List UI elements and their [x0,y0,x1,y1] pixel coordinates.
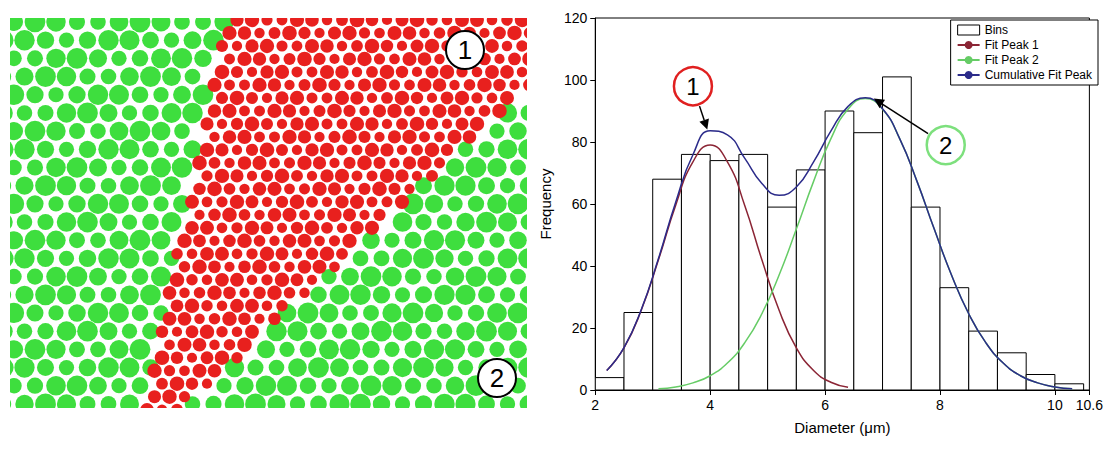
svg-text:2: 2 [490,363,504,393]
svg-text:10.6: 10.6 [1076,397,1103,413]
svg-text:Fit Peak 2: Fit Peak 2 [985,53,1039,67]
svg-text:20: 20 [572,320,588,336]
svg-text:Cumulative Fit Peak: Cumulative Fit Peak [985,68,1093,82]
svg-text:Diameter (μm): Diameter (μm) [794,419,890,436]
svg-text:1: 1 [686,73,699,100]
svg-text:40: 40 [572,258,588,274]
svg-text:0: 0 [579,382,587,398]
svg-text:Bins: Bins [985,23,1008,37]
svg-text:2: 2 [939,132,952,159]
svg-text:80: 80 [572,134,588,150]
svg-text:4: 4 [706,397,714,413]
svg-text:1: 1 [458,35,472,65]
svg-text:100: 100 [564,72,588,88]
svg-text:2: 2 [591,397,599,413]
svg-text:Frequency: Frequency [537,168,554,239]
svg-text:6: 6 [821,397,829,413]
svg-text:60: 60 [572,196,588,212]
svg-text:120: 120 [564,10,588,26]
svg-text:8: 8 [936,397,944,413]
svg-text:10: 10 [1047,397,1063,413]
svg-text:Fit Peak 1: Fit Peak 1 [985,38,1039,52]
